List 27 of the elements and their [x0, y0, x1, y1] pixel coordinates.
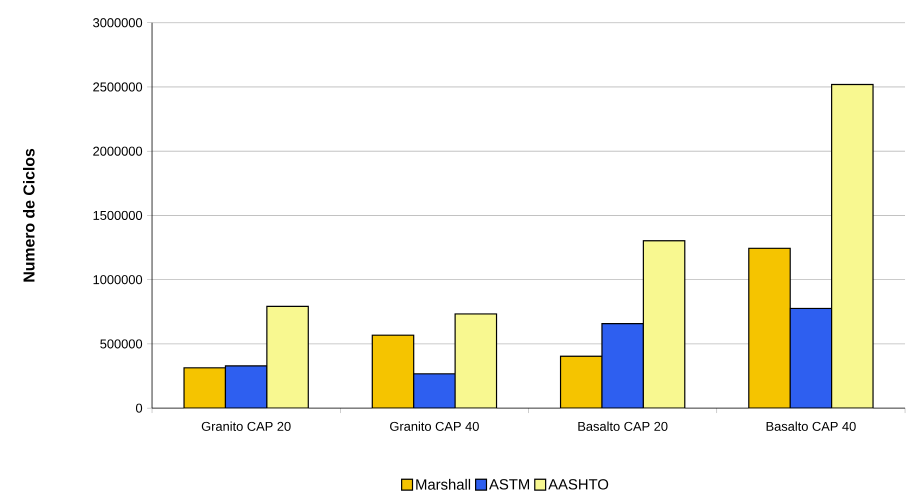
y-axis-title: Numero de Ciclos — [22, 148, 35, 282]
x-tick-label: Granito CAP 40 — [390, 421, 479, 431]
bar — [224, 365, 268, 408]
y-tick-label: 500000 — [100, 339, 142, 348]
bar — [372, 334, 414, 408]
legend-label: Marshall — [416, 478, 470, 490]
y-tick-label: 1000000 — [94, 275, 142, 284]
x-tick-label: Basalto CAP 20 — [578, 421, 668, 431]
y-tick-label: 0 — [136, 404, 142, 413]
bar — [748, 248, 791, 408]
legend-label: AASHTO — [548, 479, 608, 490]
bar — [831, 84, 874, 408]
y-tick-label: 2000000 — [93, 146, 142, 156]
bar — [454, 313, 498, 408]
y-tick-label: 3000000 — [93, 18, 142, 28]
y-tick-label: 1500000 — [94, 210, 142, 220]
bar — [560, 356, 603, 408]
bar — [413, 373, 456, 408]
bar — [183, 367, 226, 408]
legend-label: ASTM — [489, 479, 530, 490]
bar — [266, 306, 309, 408]
bar — [601, 323, 644, 408]
bar — [642, 240, 686, 408]
x-tick-label: Granito CAP 20 — [202, 421, 291, 431]
bar — [790, 308, 832, 408]
x-tick-label: Basalto CAP 40 — [766, 421, 856, 431]
y-tick-label: 2500000 — [93, 82, 142, 92]
